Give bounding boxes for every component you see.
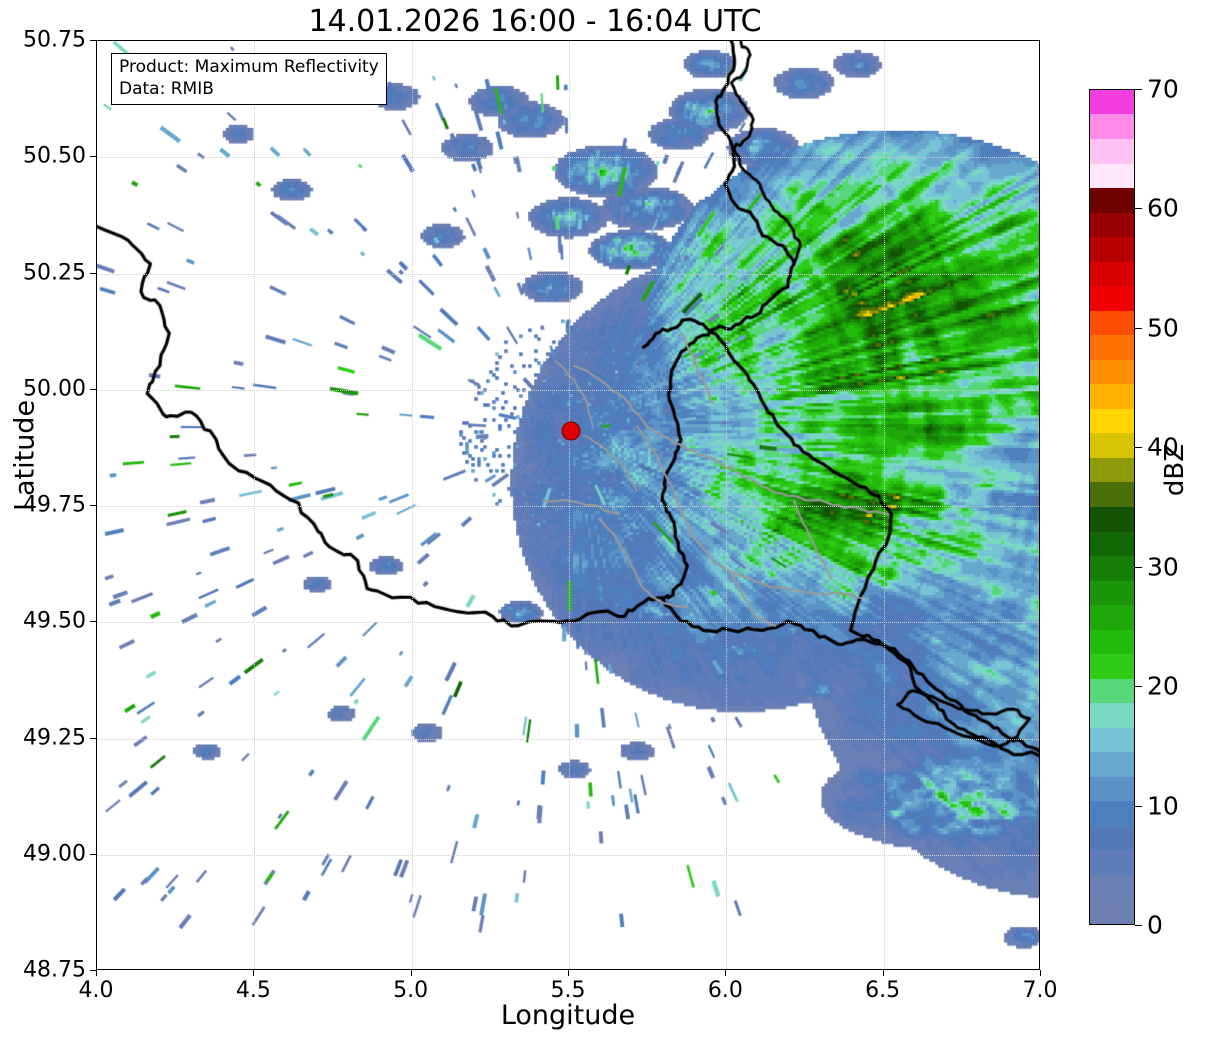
colorbar-band [1090,703,1134,728]
colorbar-tick-label: 50 [1147,313,1179,343]
colorbar-band [1090,776,1134,802]
y-tick-label: 49.00 [23,841,86,867]
colorbar-tick-label: 60 [1147,193,1179,223]
page-title: 14.01.2026 16:00 - 16:04 UTC [308,4,762,39]
colorbar-tick-label: 30 [1147,552,1179,582]
colorbar-band [1090,580,1134,606]
x-tick-label: 5.0 [393,978,429,1003]
y-tick-mark [90,853,96,855]
colorbar-band [1090,408,1134,434]
y-tick-label: 48.75 [23,957,86,983]
colorbar-tick-mark [1135,925,1142,926]
colorbar-band [1090,801,1134,826]
colorbar-band [1090,89,1134,115]
colorbar-band [1090,286,1134,311]
x-tick-mark [253,970,255,976]
colorbar-band [1090,359,1134,385]
x-tick-mark [96,970,97,976]
colorbar-tick-mark [1135,89,1142,90]
colorbar-tick-mark [1135,805,1142,807]
colorbar-band [1090,212,1134,238]
colorbar-band [1090,114,1134,139]
y-tick-label: 50.50 [23,143,86,169]
y-tick-mark [90,505,96,506]
colorbar-band [1090,825,1134,851]
colorbar-band [1090,531,1134,557]
product-info-box: Product: Maximum Reflectivity Data: RMIB [111,53,387,106]
y-tick-label: 49.25 [23,725,86,750]
y-tick-label: 49.50 [23,608,86,634]
y-tick-label: 50.00 [23,376,86,402]
colorbar[interactable]: 0 10 20 30 40 50 60 70 [1089,75,1179,940]
x-tick-mark [410,970,412,976]
radar-site-marker[interactable] [561,421,581,441]
y-tick-mark [90,388,96,390]
y-tick-mark [90,272,96,274]
y-tick-mark [90,970,96,971]
colorbar-tick-mark [1135,447,1142,449]
colorbar-band [1090,335,1134,360]
info-data-line: Data: RMIB [119,78,214,99]
colorbar-band [1090,384,1134,409]
x-tick-label: 6.0 [707,978,743,1003]
colorbar-unit-label: dBZ [1160,443,1191,497]
colorbar-band [1090,556,1134,581]
map-plot-area[interactable]: Product: Maximum Reflectivity Data: RMIB [96,40,1040,970]
colorbar-band [1090,506,1134,532]
colorbar-band [1090,261,1134,287]
colorbar-band [1090,310,1134,336]
colorbar-band [1090,678,1134,704]
colorbar-band [1090,237,1134,262]
colorbar-band [1090,433,1134,458]
colorbar-tick-label: 40 [1147,432,1179,462]
y-tick-label: 49.75 [23,492,86,518]
x-tick-mark [882,970,884,976]
x-tick-label: 5.5 [550,978,586,1003]
colorbar-tick-label: 0 [1147,910,1163,940]
colorbar-band [1090,629,1134,655]
colorbar-tick-mark [1135,566,1142,568]
colorbar-band [1090,874,1134,900]
y-tick-label: 50.25 [23,260,86,285]
colorbar-band [1090,457,1134,483]
colorbar-band [1090,727,1134,753]
x-tick-label: 4.5 [235,978,271,1003]
colorbar-band [1090,139,1134,164]
colorbar-band [1090,188,1134,213]
colorbar-bands [1089,89,1135,925]
colorbar-band [1090,752,1134,777]
y-tick-mark [90,737,96,739]
y-tick-label: 50.75 [23,27,86,53]
y-tick-mark [90,40,96,41]
x-tick-label: 7.0 [1022,978,1058,1003]
colorbar-band [1090,850,1134,875]
x-axis-label: Longitude [500,1000,636,1031]
info-product-line: Product: Maximum Reflectivity [119,57,379,77]
radar-reflectivity-canvas [97,41,1039,969]
colorbar-band [1090,605,1134,630]
x-tick-label: 4.0 [78,978,114,1003]
y-tick-mark [90,156,96,158]
colorbar-band [1090,654,1134,679]
y-axis-label: Latitude [9,399,41,512]
colorbar-tick-mark [1135,327,1142,329]
colorbar-tick-mark [1135,208,1142,210]
x-tick-mark [725,970,727,976]
colorbar-band [1090,163,1134,189]
colorbar-tick-label: 10 [1147,791,1179,821]
colorbar-tick-label: 20 [1147,671,1179,701]
colorbar-tick-mark [1135,686,1142,688]
colorbar-tick-label: 70 [1147,74,1179,104]
x-tick-mark [1040,970,1041,976]
x-tick-label: 6.5 [865,978,901,1003]
colorbar-band [1090,482,1134,507]
y-tick-mark [90,621,96,623]
colorbar-band [1090,899,1134,924]
x-tick-mark [568,970,569,976]
